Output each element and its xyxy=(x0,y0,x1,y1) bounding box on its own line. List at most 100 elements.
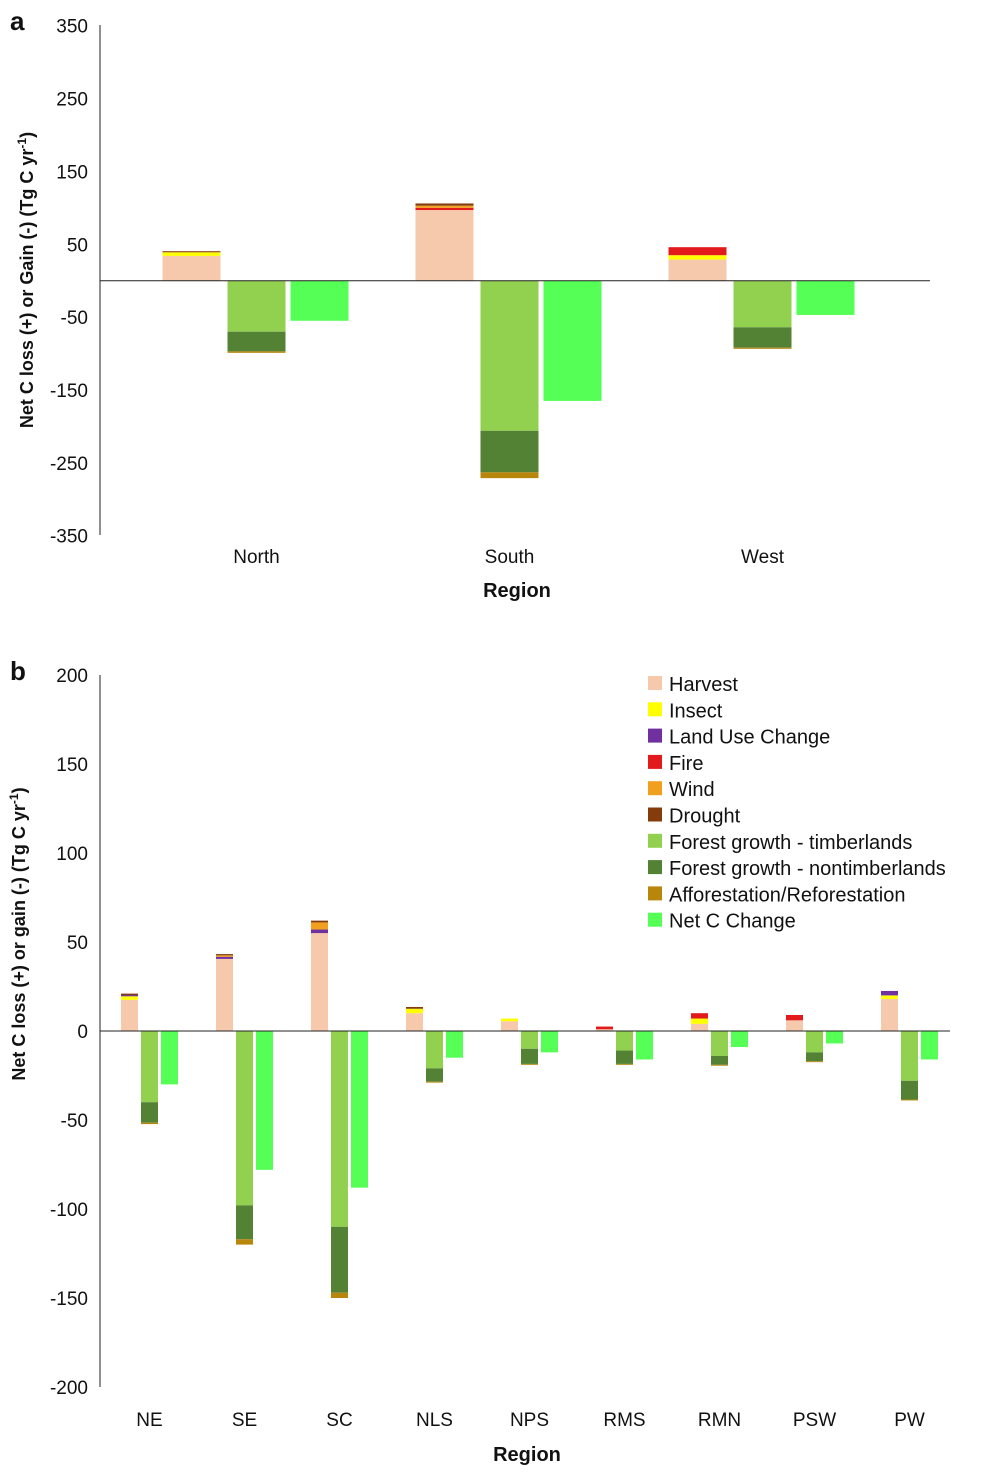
x-axis-title: Region xyxy=(483,580,551,602)
bar-harvest xyxy=(881,998,898,1031)
y-tick-label: -50 xyxy=(61,308,88,329)
bar-harvest xyxy=(311,933,328,1031)
y-tick-label: 150 xyxy=(56,162,88,183)
y-axis-title: Net C loss (+) or Gain (-) (Tg C yr-1) xyxy=(15,132,37,428)
bar-forest-growth-timberlands xyxy=(806,1031,823,1053)
y-tick-label: 50 xyxy=(67,933,88,954)
bar-forest-growth-nontimberlands xyxy=(616,1050,633,1064)
bar-forest-growth-nontimberlands xyxy=(521,1048,538,1064)
bar-forest-growth-timberlands xyxy=(141,1031,158,1103)
bar-net-c-change xyxy=(351,1031,368,1188)
bar-drought xyxy=(216,954,233,956)
bar-insect xyxy=(162,252,221,256)
bar-drought xyxy=(406,1006,423,1009)
y-tick-label: 150 xyxy=(56,755,88,776)
x-tick-label: NLS xyxy=(416,1410,453,1431)
bar-land-use-change xyxy=(121,995,138,997)
x-tick-label: PW xyxy=(894,1410,925,1431)
bar-fire xyxy=(596,1026,613,1030)
bar-forest-growth-nontimberlands xyxy=(236,1205,253,1240)
x-tick-label: West xyxy=(741,547,785,568)
bar-harvest xyxy=(691,1023,708,1031)
bar-forest-growth-nontimberlands xyxy=(901,1080,918,1100)
y-tick-label: -350 xyxy=(50,527,88,548)
bar-insect xyxy=(406,1008,423,1014)
legend-label: Forest growth - timberlands xyxy=(669,832,912,854)
bar-forest-growth-nontimberlands xyxy=(733,327,792,348)
legend-label: Harvest xyxy=(669,674,738,696)
y-tick-label: -200 xyxy=(50,1378,88,1399)
legend: Harvest Insect Land Use Change Fire Wind Drou… xyxy=(648,674,946,933)
bar-net-c-change xyxy=(921,1031,938,1060)
bar-net-c-change xyxy=(290,280,349,321)
bar-net-c-change xyxy=(796,280,855,315)
bar-harvest xyxy=(406,1013,423,1031)
bar-harvest xyxy=(121,999,138,1031)
legend-swatch xyxy=(648,781,662,796)
legend-swatch xyxy=(648,860,662,875)
bar-forest-growth-timberlands xyxy=(426,1031,443,1069)
bar-forest-growth-timberlands xyxy=(236,1031,253,1206)
bar-wind xyxy=(216,955,233,957)
y-tick-label: -250 xyxy=(50,454,88,475)
bar-fire xyxy=(668,247,727,256)
bar-insect xyxy=(668,255,727,260)
bar-afforestation xyxy=(227,351,286,353)
bar-wind xyxy=(311,922,328,930)
bar-forest-growth-nontimberlands xyxy=(711,1055,728,1065)
bar-afforestation xyxy=(426,1081,443,1083)
bar-harvest xyxy=(415,210,474,281)
panel-letter: a xyxy=(10,6,25,36)
x-tick-label: NPS xyxy=(510,1410,549,1431)
bar-forest-growth-timberlands xyxy=(711,1031,728,1056)
bar-afforestation xyxy=(141,1122,158,1125)
bar-forest-growth-nontimberlands xyxy=(426,1068,443,1082)
panel-letter: b xyxy=(10,656,26,686)
bar-afforestation xyxy=(236,1239,253,1245)
legend-swatch xyxy=(648,702,662,717)
y-tick-label: -150 xyxy=(50,1289,88,1310)
bar-wind xyxy=(415,205,474,208)
y-axis-title-main: Net C loss (+) or gain (-) (Tg C yr xyxy=(9,804,29,1081)
bar-afforestation xyxy=(521,1063,538,1065)
y-tick-label: 250 xyxy=(56,90,88,111)
legend-label: Land Use Change xyxy=(669,727,830,749)
bar-insect xyxy=(501,1018,518,1022)
legend-swatch xyxy=(648,728,662,743)
bar-forest-growth-nontimberlands xyxy=(331,1226,348,1293)
bar-forest-growth-timberlands xyxy=(480,280,539,431)
x-axis-title: Region xyxy=(493,1444,561,1466)
bar-net-c-change xyxy=(731,1031,748,1048)
bar-forest-growth-nontimberlands xyxy=(141,1102,158,1123)
y-tick-label: 200 xyxy=(56,666,88,687)
y-axis-title-superscript: -1 xyxy=(15,138,29,149)
bar-afforestation xyxy=(711,1064,728,1066)
legend-swatch xyxy=(648,807,662,822)
y-tick-label: -100 xyxy=(50,1200,88,1221)
bar-insect xyxy=(881,995,898,999)
x-tick-label: SE xyxy=(232,1410,257,1431)
y-tick-label: 350 xyxy=(56,17,88,38)
chart-panel-a: a 350 250 150 50 -50 -150 -250 -350 North South Wes… xyxy=(10,6,930,602)
y-tick-label: 0 xyxy=(77,1022,88,1043)
bar-afforestation xyxy=(616,1063,633,1065)
bar-land-use-change xyxy=(311,929,328,934)
bar-forest-growth-timberlands xyxy=(901,1031,918,1081)
y-axis-title-main: Net C loss (+) or Gain (-) (Tg C yr xyxy=(17,149,37,429)
bar-insect xyxy=(121,996,138,1000)
legend-swatch xyxy=(648,676,662,690)
x-tick-label: PSW xyxy=(793,1410,836,1431)
legend-swatch xyxy=(648,886,662,901)
legend-label: Forest growth - nontimberlands xyxy=(669,858,946,880)
y-tick-label: -150 xyxy=(50,381,88,402)
legend-swatch xyxy=(648,754,662,769)
y-tick-label: 100 xyxy=(56,844,88,865)
legend-label: Drought xyxy=(669,806,741,828)
bar-net-c-change xyxy=(161,1031,178,1085)
bar-afforestation xyxy=(806,1061,823,1063)
y-tick-label: -50 xyxy=(61,1111,88,1132)
bar-afforestation xyxy=(733,347,792,349)
legend-label: Afforestation/Reforestation xyxy=(669,884,905,906)
